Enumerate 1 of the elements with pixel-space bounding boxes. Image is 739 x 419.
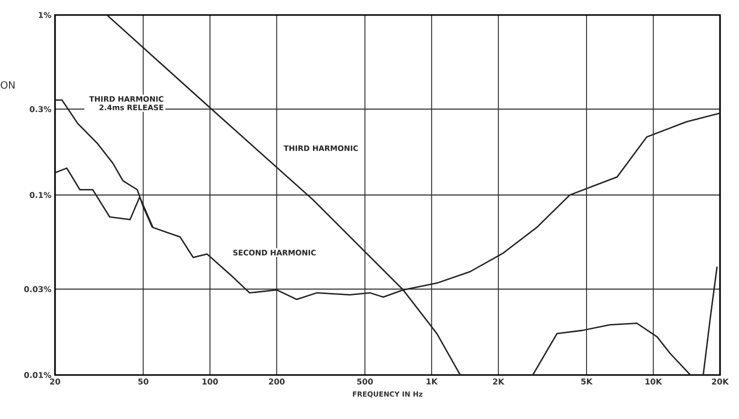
text: ON — [0, 81, 15, 89]
